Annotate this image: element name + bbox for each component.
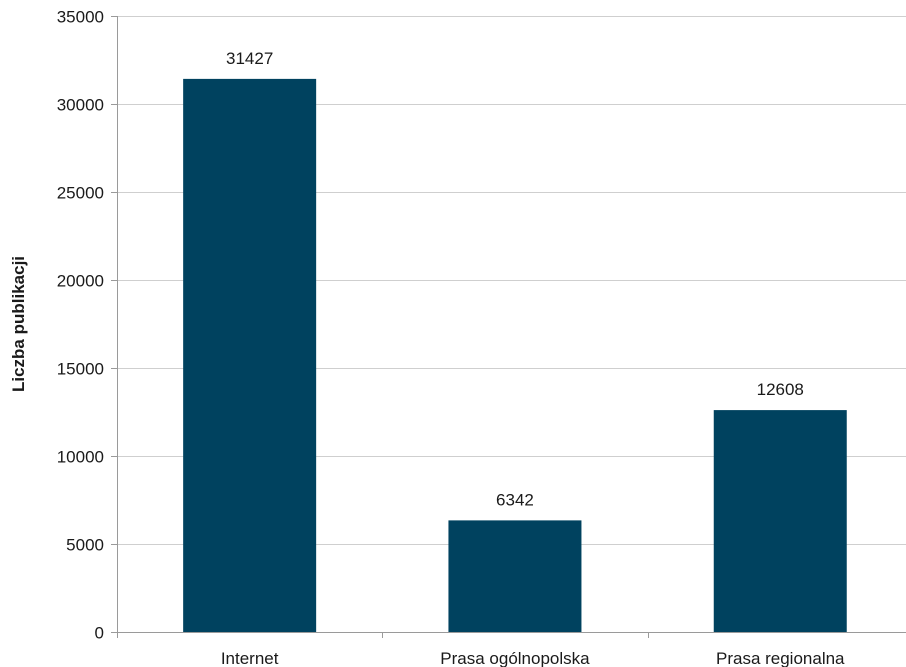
- y-tick-labels: 0 5000 10000 15000 20000 25000 30000 35000: [57, 8, 104, 643]
- y-tick-label: 15000: [57, 360, 104, 379]
- y-tick-label: 30000: [57, 96, 104, 115]
- y-tick-label: 10000: [57, 448, 104, 467]
- y-tick-label: 35000: [57, 8, 104, 27]
- axes: [111, 16, 906, 638]
- data-label: 12608: [757, 380, 804, 399]
- data-labels: 31427 6342 12608: [226, 49, 804, 509]
- x-tick-labels: Internet Prasa ogólnopolska Prasa regional…: [221, 649, 845, 667]
- data-label: 31427: [226, 49, 273, 68]
- y-tick-label: 0: [95, 624, 104, 643]
- x-tick-label: Prasa ogólnopolska: [440, 649, 590, 667]
- bar: [713, 410, 847, 632]
- x-tick-label: Internet: [221, 649, 279, 667]
- bars: [183, 78, 847, 632]
- y-tick-label: 5000: [66, 536, 104, 555]
- y-tick-label: 20000: [57, 272, 104, 291]
- y-tick-label: 25000: [57, 184, 104, 203]
- data-label: 6342: [496, 490, 534, 509]
- bar: [448, 520, 582, 632]
- y-axis-title: Liczba publikacji: [9, 256, 28, 392]
- bar: [183, 78, 317, 632]
- x-tick-label: Prasa regionalna: [716, 649, 845, 667]
